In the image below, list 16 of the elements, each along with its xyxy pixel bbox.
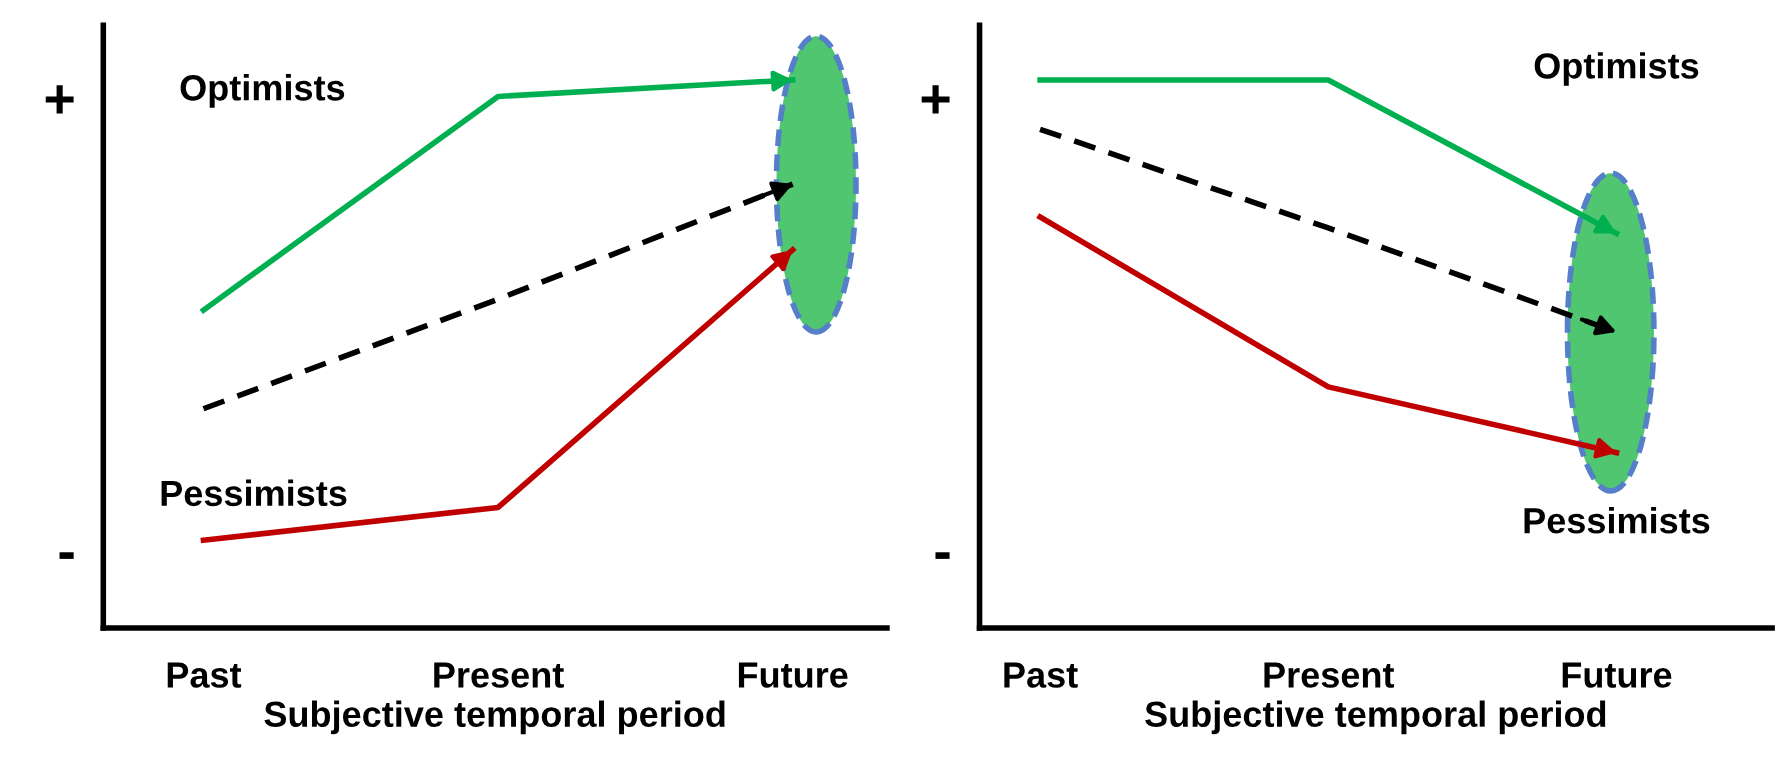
text: - bbox=[935, 552, 950, 559]
x-axis-title: Subjective temporal period bbox=[1145, 700, 1606, 735]
x-tick-label: Future bbox=[738, 662, 848, 688]
x-axis-title: Subjective temporal period bbox=[264, 700, 725, 735]
series-label: Pessimists bbox=[161, 479, 347, 507]
x-tick-label: Present bbox=[434, 662, 564, 688]
x-tick-label: Future bbox=[1562, 662, 1672, 688]
text: + bbox=[921, 85, 950, 114]
x-tick-label: Past bbox=[167, 662, 242, 688]
x-tick-label: Past bbox=[1004, 662, 1078, 688]
series-label: Pessimists bbox=[1524, 507, 1710, 534]
text: Optimists bbox=[180, 74, 345, 108]
text: + bbox=[45, 85, 74, 114]
x-tick-label: Present bbox=[1264, 662, 1395, 688]
text: Optimists bbox=[1534, 52, 1699, 86]
text: - bbox=[59, 552, 74, 559]
